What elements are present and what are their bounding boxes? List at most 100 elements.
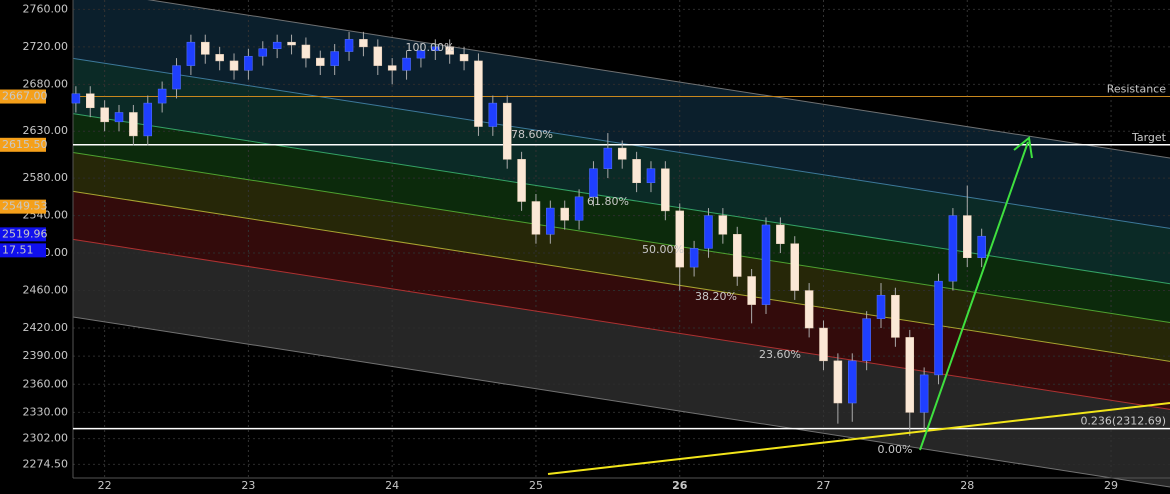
candle-body bbox=[416, 50, 426, 59]
candle-body bbox=[704, 215, 713, 249]
candle-body bbox=[201, 41, 210, 55]
candle-body bbox=[862, 318, 871, 362]
candle-body bbox=[718, 215, 728, 235]
candle-body bbox=[86, 93, 95, 109]
y-tick-label: 2630.00 bbox=[23, 124, 69, 137]
candle-body bbox=[546, 207, 555, 235]
fib-label: 0.00% bbox=[878, 443, 913, 456]
channel-band bbox=[73, 191, 1170, 410]
candle-body bbox=[272, 41, 282, 49]
candle-body bbox=[876, 294, 886, 319]
level-label: 0.236(2312.69) bbox=[1080, 415, 1166, 428]
countdown-tag bbox=[0, 243, 46, 258]
level-label: Resistance bbox=[1107, 83, 1167, 96]
level-label: Target bbox=[1131, 131, 1167, 144]
channel-band bbox=[73, 58, 1170, 284]
price-tag-label: 2615.50 bbox=[2, 138, 48, 151]
candle-body bbox=[301, 44, 311, 59]
candle-body bbox=[804, 290, 814, 329]
trend-line bbox=[547, 402, 1170, 475]
candle-body bbox=[747, 276, 756, 305]
candle-body bbox=[316, 57, 325, 66]
candle-body bbox=[474, 60, 483, 127]
candle-body bbox=[186, 41, 196, 66]
price-tag bbox=[0, 137, 46, 152]
candle-body bbox=[776, 224, 785, 244]
candle-body bbox=[603, 147, 613, 169]
y-tick-label: 2760.00 bbox=[23, 2, 69, 15]
candle-body bbox=[114, 112, 124, 123]
y-tick-label: 2360.00 bbox=[23, 377, 69, 390]
fib-line bbox=[72, 238, 1170, 410]
arrow-line bbox=[919, 141, 1029, 451]
candle-body bbox=[732, 234, 742, 277]
x-tick-label: 26 bbox=[672, 479, 688, 492]
candle-body bbox=[373, 46, 383, 66]
channel-band bbox=[73, 113, 1170, 323]
candle-body bbox=[129, 112, 138, 137]
candle-body bbox=[761, 224, 771, 305]
price-tag bbox=[0, 89, 46, 104]
x-tick-label: 22 bbox=[98, 479, 112, 492]
candle-body bbox=[287, 41, 296, 46]
candle-body bbox=[258, 48, 268, 57]
candle-body bbox=[143, 102, 153, 137]
y-tick-label: 2460.00 bbox=[23, 284, 69, 297]
price-tag-label: 2519.96 bbox=[2, 227, 48, 240]
candle-body bbox=[617, 147, 627, 160]
candle-body bbox=[359, 39, 368, 48]
candle-body bbox=[646, 168, 656, 184]
arrow-head bbox=[1013, 136, 1033, 159]
candle-body bbox=[402, 57, 411, 71]
candle-body bbox=[963, 215, 972, 258]
candle-body bbox=[848, 360, 857, 404]
candle-body bbox=[574, 196, 584, 221]
fib-label: 38.20% bbox=[695, 290, 737, 303]
candle-body bbox=[689, 248, 699, 268]
y-tick-label: 2302.00 bbox=[23, 432, 69, 445]
candle-body bbox=[517, 159, 526, 202]
candle-body bbox=[632, 159, 641, 184]
fib-line bbox=[147, 0, 1170, 159]
candle-body bbox=[891, 294, 900, 338]
candle-body bbox=[919, 374, 929, 413]
candle-body bbox=[502, 102, 512, 160]
candle-body bbox=[71, 93, 81, 104]
fib-line bbox=[72, 316, 1170, 488]
candle-body bbox=[215, 54, 224, 62]
y-tick-label: 2680.00 bbox=[23, 77, 69, 90]
fib-label: 61.80% bbox=[587, 195, 629, 208]
fib-label: 78.60% bbox=[511, 128, 553, 141]
x-tick-label: 24 bbox=[385, 479, 399, 492]
price-tag bbox=[0, 199, 46, 214]
y-tick-label: 2274.50 bbox=[23, 457, 69, 470]
y-tick-label: 2720.00 bbox=[23, 40, 69, 53]
x-tick-label: 23 bbox=[241, 479, 255, 492]
price-tag-label: 2549.53 bbox=[2, 200, 48, 213]
candle-body bbox=[459, 54, 469, 62]
candle-body bbox=[905, 337, 915, 413]
candle-body bbox=[157, 88, 167, 104]
candle-body bbox=[100, 107, 109, 123]
candle-body bbox=[977, 235, 986, 258]
candle-body bbox=[531, 201, 541, 235]
candle-body bbox=[431, 46, 440, 51]
candle-body bbox=[172, 65, 181, 90]
fib-line bbox=[72, 152, 1170, 324]
countdown-label: 17.51 bbox=[2, 243, 34, 256]
fib-label: 23.60% bbox=[759, 348, 801, 361]
channel-band bbox=[73, 0, 1170, 229]
price-tag-label: 2667.00 bbox=[2, 90, 48, 103]
candle-body bbox=[229, 60, 239, 71]
candle-body bbox=[560, 207, 569, 221]
candle-body bbox=[344, 39, 354, 52]
candle-body bbox=[445, 46, 454, 55]
fib-label: 100.00% bbox=[406, 41, 455, 54]
y-tick-label: 2390.00 bbox=[23, 349, 69, 362]
x-tick-label: 27 bbox=[817, 479, 831, 492]
fib-line bbox=[72, 57, 1170, 229]
candle-body bbox=[934, 280, 943, 376]
candle-body bbox=[948, 215, 958, 282]
y-tick-label: 2420.00 bbox=[23, 321, 69, 334]
